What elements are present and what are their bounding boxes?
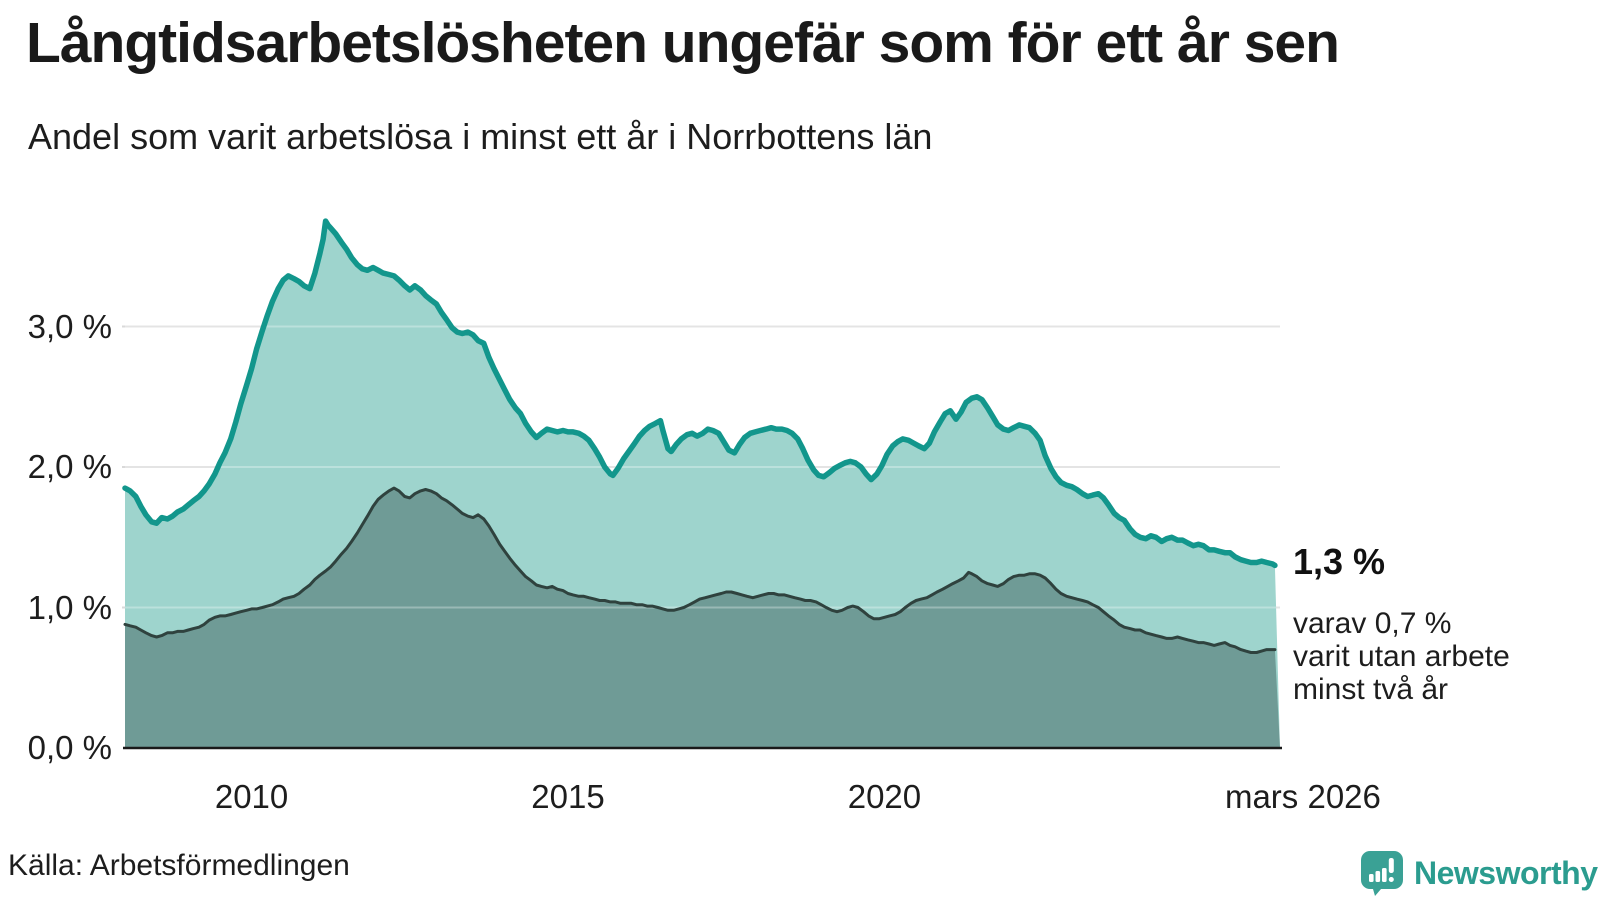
two-year-note-line: varav 0,7 % bbox=[1293, 607, 1452, 640]
x-tick-label: 2010 bbox=[214, 778, 289, 815]
area-two-year bbox=[125, 488, 1280, 748]
two-year-note-line: varit utan arbete bbox=[1293, 640, 1510, 673]
y-tick-label: 0,0 % bbox=[27, 729, 112, 766]
newsworthy-logo: Newsworthy bbox=[1360, 850, 1598, 896]
newsworthy-wordmark: Newsworthy bbox=[1414, 854, 1598, 891]
y-tick-label: 2,0 % bbox=[27, 448, 112, 485]
x-tick-label: 2015 bbox=[531, 778, 605, 815]
page-subtitle: Andel som varit arbetslösa i minst ett å… bbox=[28, 116, 933, 157]
x-tick-label: 2020 bbox=[847, 778, 922, 815]
two-year-note-line: minst två år bbox=[1293, 673, 1449, 706]
line-total-one-year bbox=[122, 218, 1278, 569]
page-title: Långtidsarbetslösheten ungefär som för e… bbox=[26, 11, 1340, 75]
latest-value-label: 1,3 % bbox=[1293, 541, 1386, 582]
source-credit: Källa: Arbetsförmedlingen bbox=[8, 849, 350, 882]
y-tick-label: 3,0 % bbox=[27, 307, 112, 345]
two-year-note: varav 0,7 % varit utan arbete minst två … bbox=[1293, 607, 1510, 706]
line-two-year bbox=[123, 486, 1277, 654]
newsworthy-bubble-chart-icon bbox=[1361, 851, 1403, 896]
x-tick-label: mars 2026 bbox=[1224, 778, 1381, 815]
y-tick-label: 1,0 % bbox=[27, 588, 112, 626]
